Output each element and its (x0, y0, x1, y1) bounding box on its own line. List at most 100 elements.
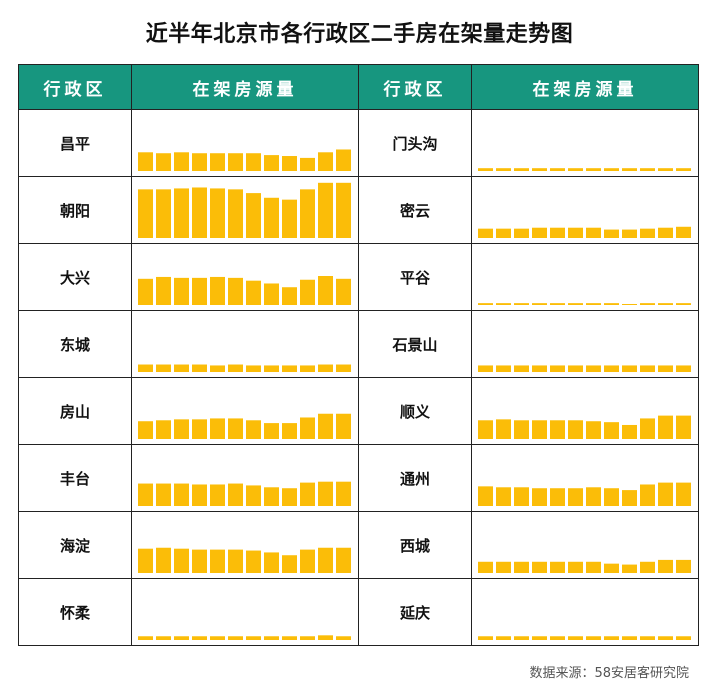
table-row: 海淀 西城 (18, 511, 699, 579)
bar (676, 168, 691, 171)
bar (478, 168, 493, 171)
bar (156, 153, 171, 171)
district-name: 密云 (358, 176, 472, 244)
bar (586, 421, 601, 439)
bar (604, 636, 619, 640)
bar (514, 487, 529, 506)
district-name: 顺义 (358, 377, 472, 445)
district-bars (471, 243, 699, 311)
bar (640, 636, 655, 640)
bar (138, 421, 153, 439)
bar-chart (478, 559, 691, 573)
bar (478, 365, 493, 372)
bar (658, 168, 673, 171)
table-row: 怀柔 延庆 (18, 578, 699, 646)
bar (676, 636, 691, 640)
district-bars (471, 511, 699, 579)
bar (532, 303, 547, 305)
bar (174, 483, 189, 506)
bar (550, 303, 565, 305)
bar (174, 364, 189, 372)
bar (210, 153, 225, 171)
bar (640, 418, 655, 439)
district-bars (471, 444, 699, 512)
bar (514, 636, 529, 640)
bar (478, 303, 493, 305)
bar (246, 153, 261, 171)
bar (282, 199, 297, 238)
bar (640, 303, 655, 305)
bar (496, 168, 511, 171)
bar (210, 276, 225, 305)
table-row: 昌平 门头沟 (18, 109, 699, 177)
bar (568, 227, 583, 238)
district-name: 延庆 (358, 578, 472, 646)
bar (228, 636, 243, 640)
bar (192, 277, 207, 305)
bar (568, 168, 583, 171)
bar (174, 548, 189, 573)
district-bars (471, 310, 699, 378)
bar (228, 483, 243, 506)
bar (300, 636, 315, 640)
district-name: 房山 (18, 377, 132, 445)
bar (300, 417, 315, 439)
bar (300, 279, 315, 305)
bar (300, 549, 315, 573)
bar (138, 636, 153, 640)
bar (282, 488, 297, 506)
bar (550, 420, 565, 439)
district-name: 门头沟 (358, 109, 472, 177)
bar (550, 488, 565, 506)
bar (318, 276, 333, 305)
district-bars (471, 377, 699, 445)
district-name: 东城 (18, 310, 132, 378)
bar (138, 548, 153, 573)
bar (658, 365, 673, 372)
bar (264, 423, 279, 439)
bar (478, 228, 493, 238)
bar (156, 420, 171, 439)
bar (138, 189, 153, 238)
bar (532, 227, 547, 238)
bar (514, 168, 529, 171)
bar (282, 365, 297, 372)
bar (478, 420, 493, 439)
bar (604, 168, 619, 171)
bar (622, 424, 637, 439)
bar (676, 303, 691, 305)
bar (586, 227, 601, 238)
bar (496, 636, 511, 640)
bar (550, 168, 565, 171)
bar (550, 636, 565, 640)
bar (676, 226, 691, 238)
bar (336, 182, 351, 238)
bar (550, 561, 565, 573)
bar (318, 547, 333, 573)
bar (658, 482, 673, 506)
bar (658, 415, 673, 439)
district-name: 大兴 (18, 243, 132, 311)
bar-chart (138, 481, 351, 506)
bar (282, 636, 297, 640)
bar (282, 156, 297, 171)
bar (192, 419, 207, 439)
bar (568, 420, 583, 439)
bar (550, 365, 565, 372)
bar (336, 149, 351, 171)
bar (550, 227, 565, 238)
bar (246, 636, 261, 640)
bar (318, 635, 333, 640)
bar (568, 488, 583, 506)
bar (210, 484, 225, 506)
bar (228, 418, 243, 439)
bar (336, 413, 351, 439)
bar (174, 152, 189, 171)
bar (658, 303, 673, 305)
bar (478, 486, 493, 506)
bar (514, 303, 529, 305)
header-listings-right: 在架房源量 (471, 64, 699, 110)
bar (640, 484, 655, 506)
bar (336, 481, 351, 506)
bar (568, 303, 583, 305)
